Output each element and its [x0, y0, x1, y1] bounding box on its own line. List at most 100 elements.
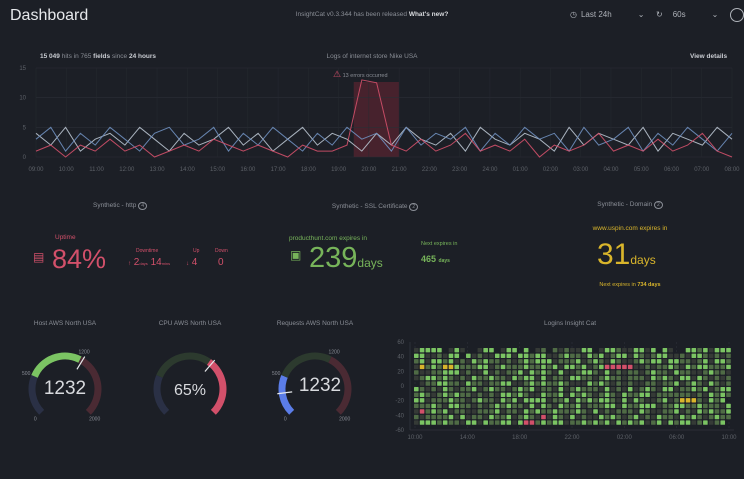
heatmap-cell — [633, 392, 639, 397]
heatmap-cell — [599, 381, 604, 386]
heatmap-cell — [448, 420, 454, 425]
heatmap-cell — [442, 420, 448, 425]
http-title: Synthetic - http 4 — [60, 202, 180, 210]
gauge-segment — [281, 352, 332, 378]
heatmap-cell — [685, 359, 691, 364]
heatmap-cell — [720, 370, 726, 375]
heatmap-cell — [627, 387, 633, 392]
y-tick-label: 20 — [397, 369, 404, 375]
x-tick-label: 14:00 — [460, 435, 476, 440]
heatmap-cell — [587, 387, 593, 392]
heatmap-cell — [604, 359, 610, 364]
heatmap-cell — [581, 375, 587, 381]
heatmap-cell — [506, 381, 512, 386]
heatmap-cell — [575, 409, 581, 414]
heatmap-cell — [674, 381, 679, 386]
heatmap-cell — [466, 359, 471, 364]
heatmap-cell — [714, 420, 720, 425]
heatmap-cell — [622, 409, 627, 414]
heatmap-cell — [454, 409, 460, 414]
heatmap-cell — [610, 409, 616, 414]
heatmap-cell — [483, 370, 488, 375]
refresh-select[interactable]: ↻ 60s ⌄ — [656, 10, 718, 19]
heatmap-cell — [425, 387, 431, 392]
heatmap-cell — [599, 387, 604, 392]
heatmap-cell — [604, 348, 610, 353]
heatmap-cell — [506, 387, 512, 392]
heatmap-cell — [442, 381, 448, 386]
heatmap-cell — [448, 392, 454, 397]
heatmap-cell — [466, 381, 471, 386]
heatmap-cell — [679, 414, 685, 420]
heatmap-cell — [541, 392, 546, 397]
heatmap-cell — [437, 381, 442, 386]
time-range-select[interactable]: ◷ Last 24h ⌄ — [570, 10, 644, 19]
heatmap-cell — [645, 398, 650, 403]
heatmap-cell — [651, 420, 656, 425]
heatmap-cell — [633, 359, 639, 364]
view-details-link[interactable]: View details — [690, 53, 728, 60]
heatmap-cell — [564, 364, 569, 370]
heatmap-cell — [668, 348, 673, 353]
heatmap-cell — [466, 364, 471, 370]
heatmap-cell — [460, 348, 465, 353]
heatmap-cell — [558, 409, 564, 414]
heatmap-cell — [552, 370, 558, 375]
heatmap-cell — [523, 409, 529, 414]
whats-new-link[interactable]: What's new? — [408, 11, 449, 18]
heatmap-cell — [633, 375, 639, 381]
heatmap-cell — [610, 353, 616, 358]
gauge-tick-label: 1200 — [329, 350, 340, 356]
heatmap-cell — [622, 364, 627, 370]
heatmap-cell — [414, 375, 419, 381]
heatmap-cell — [483, 353, 488, 358]
heatmap-cell — [477, 403, 483, 409]
heatmap-cell — [419, 414, 425, 420]
heatmap-cell — [541, 348, 546, 353]
heatmap-cell — [593, 409, 598, 414]
heatmap-cell — [454, 370, 460, 375]
heatmap-cell — [645, 409, 650, 414]
heatmap-cell — [535, 387, 540, 392]
heatmap-cell — [518, 370, 523, 375]
heatmap-cell — [662, 414, 668, 420]
heatmap-cell — [651, 375, 656, 381]
heatmap-cell — [679, 370, 685, 375]
heatmap-cell — [674, 359, 679, 364]
heatmap-cell — [662, 370, 668, 375]
heatmap-cell — [604, 409, 610, 414]
heatmap-cell — [494, 364, 500, 370]
heatmap-cell — [633, 398, 639, 403]
heatmap-cell — [471, 392, 477, 397]
heatmap-cell — [460, 381, 465, 386]
heatmap-cell — [726, 353, 731, 358]
heatmap-cell — [477, 353, 483, 358]
x-tick-label: 05:00 — [634, 167, 650, 173]
heatmap-cell — [645, 348, 650, 353]
gauge-host: 0 500 1200 2000 — [22, 350, 102, 423]
heatmap-cell — [662, 398, 668, 403]
heatmap-cell — [437, 392, 442, 397]
x-tick-label: 04:00 — [603, 167, 619, 173]
user-avatar-icon[interactable] — [730, 8, 744, 22]
heatmap-cell — [633, 364, 639, 370]
gauge-tick-label: 2000 — [89, 417, 100, 423]
heatmap-cell — [500, 375, 506, 381]
heatmap-cell — [477, 414, 483, 420]
heatmap-cell — [466, 420, 471, 425]
heatmap-cell — [500, 409, 506, 414]
heatmap-cell — [425, 420, 431, 425]
heatmap-cell — [622, 375, 627, 381]
heatmap-cell — [489, 364, 494, 370]
heatmap-cell — [685, 409, 691, 414]
heatmap-cell — [564, 387, 569, 392]
heatmap-cell — [425, 364, 431, 370]
heatmap-cell — [714, 392, 720, 397]
heatmap-cell — [651, 414, 656, 420]
gauge-requests: 0 500 1200 2000 — [272, 350, 352, 423]
heatmap-cell — [558, 414, 564, 420]
heatmap-cell — [616, 348, 621, 353]
heatmap-cell — [523, 381, 529, 386]
heatmap-cell — [616, 420, 621, 425]
heatmap-cell — [587, 370, 593, 375]
